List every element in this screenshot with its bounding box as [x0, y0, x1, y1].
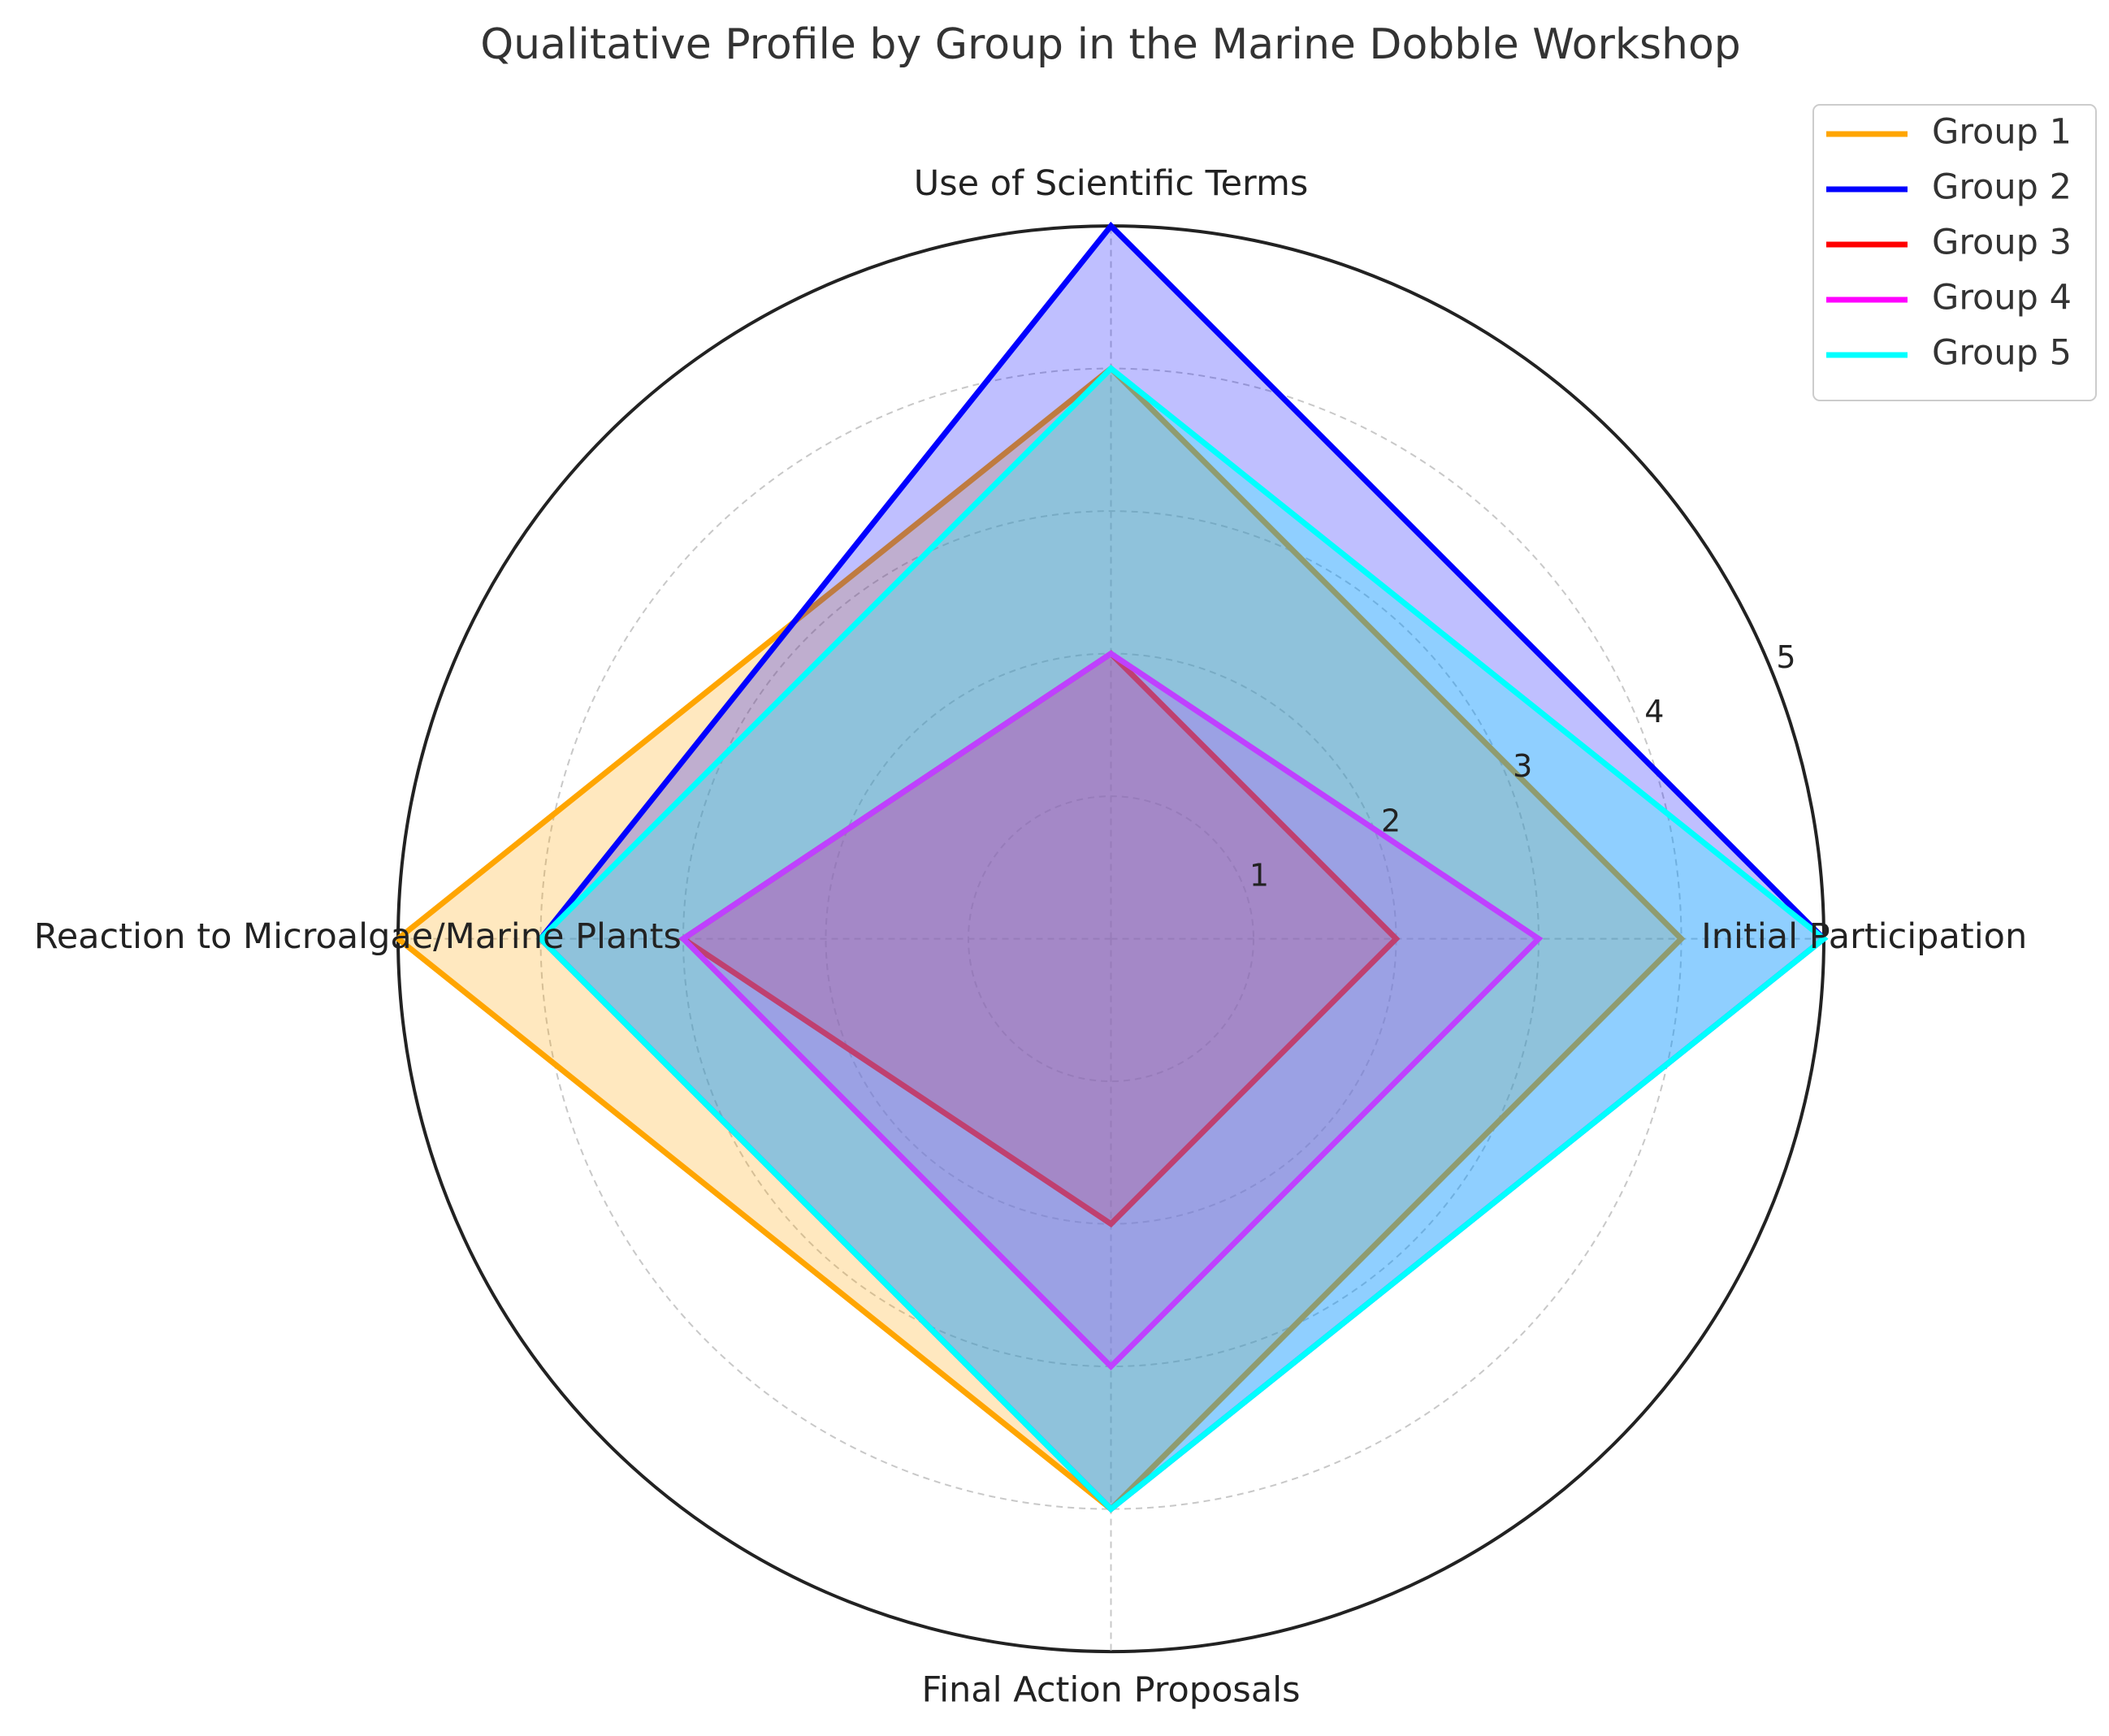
- r-tick-label: 5: [1776, 639, 1795, 675]
- r-tick-label: 4: [1644, 694, 1664, 729]
- legend-label: Group 2: [1932, 167, 2072, 208]
- series-area: [393, 364, 1686, 1513]
- category-label: Initial Participation: [1701, 916, 2027, 957]
- r-tick-label: 1: [1249, 858, 1269, 894]
- r-tick-label: 2: [1381, 803, 1401, 838]
- category-label: Final Action Proposals: [921, 1669, 1300, 1710]
- category-label: Use of Scientific Terms: [914, 163, 1309, 204]
- legend-label: Group 5: [1932, 333, 2072, 374]
- legend-label: Group 4: [1932, 278, 2072, 318]
- series-area: [678, 650, 1544, 1371]
- series-area: [536, 364, 1829, 1513]
- r-tick-label: 3: [1513, 748, 1532, 784]
- legend-box: [1812, 104, 2097, 401]
- legend-label: Group 3: [1932, 223, 2072, 263]
- legend-label: Group 1: [1932, 112, 2072, 153]
- chart-title: Qualitative Profile by Group in the Mari…: [480, 20, 1741, 69]
- category-label: Reaction to Microalgae/Marine Plants: [34, 916, 682, 957]
